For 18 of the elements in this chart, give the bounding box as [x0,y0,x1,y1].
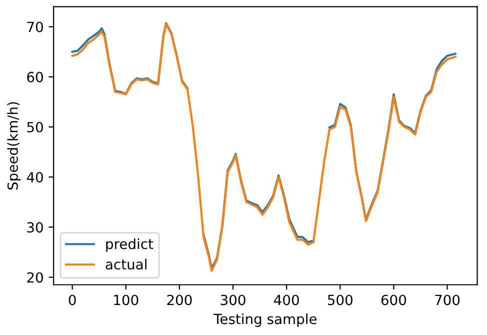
x-axis-title: Testing sample [214,313,317,327]
y-tick-label: 40 [26,172,43,183]
x-tick-label: 500 [328,294,352,306]
x-tick-label: 0 [68,294,76,306]
x-tick-label: 300 [220,294,246,306]
legend-label: predict [106,238,154,252]
x-tick-label: 400 [274,294,299,306]
x-tick-label: 700 [435,294,460,306]
x-tick-label: 600 [381,294,406,306]
y-tick-label: 60 [27,72,43,82]
y-tick-label: 70 [27,22,43,32]
y-axis-title: Speed(km/h) [7,102,21,190]
x-tick-label: 200 [167,294,192,306]
legend-label: actual [106,258,146,270]
x-tick-label: 100 [114,294,138,306]
y-tick-label: 30 [27,222,43,233]
y-tick-label: 20 [27,272,43,283]
y-tick-label: 50 [27,122,43,132]
